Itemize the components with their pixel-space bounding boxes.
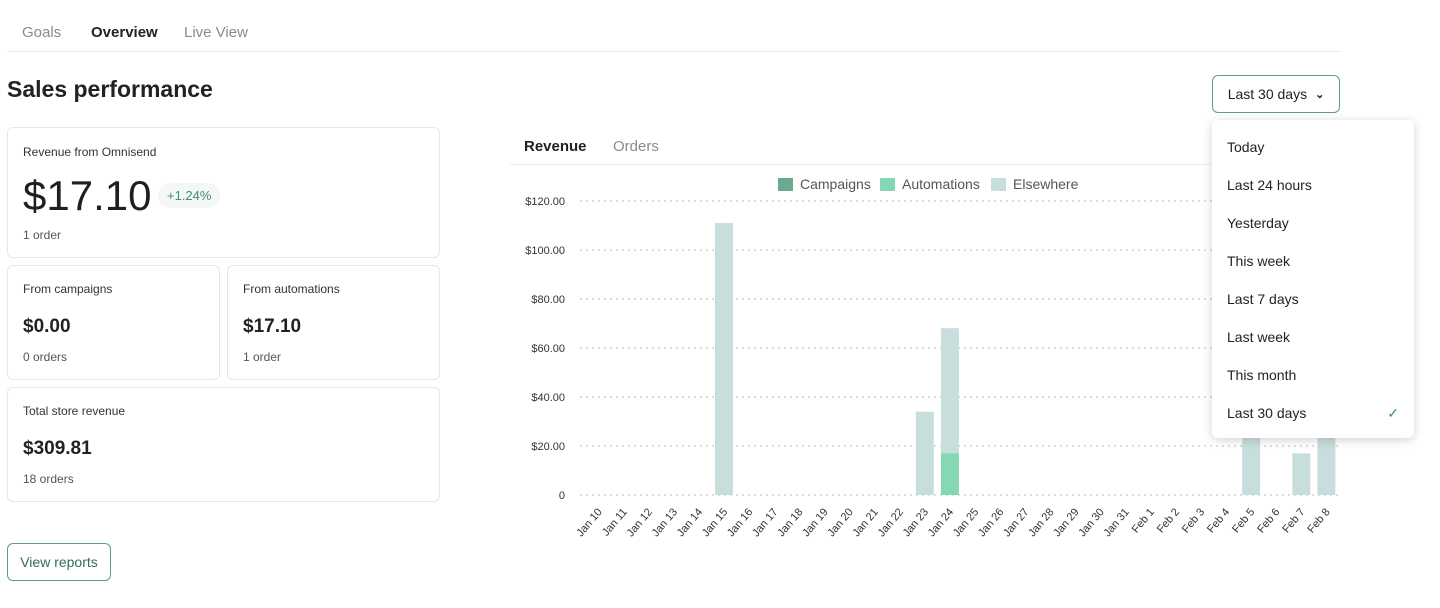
menu-item-last-24-hours[interactable]: Last 24 hours [1227,177,1312,193]
y-tick-label: $80.00 [531,294,565,306]
x-tick-label: Jan 17 [750,506,780,539]
automations-card: From automations $17.10 1 order [227,265,440,380]
x-tick-label: Jan 22 [876,506,906,539]
menu-item-last-7-days[interactable]: Last 7 days [1227,291,1299,307]
y-tick-label: $60.00 [531,343,565,355]
bar-automations [940,453,959,495]
x-tick-label: Jan 25 [951,506,981,539]
menu-item-yesterday[interactable]: Yesterday [1227,215,1289,231]
x-tick-label: Jan 28 [1026,506,1056,539]
chart-tab-orders[interactable]: Orders [613,138,659,155]
tab-overview[interactable]: Overview [91,24,158,41]
menu-item-today[interactable]: Today [1227,139,1265,155]
x-tick-label: Jan 26 [976,506,1006,539]
card-value: $309.81 [23,438,92,459]
x-tick-label: Jan 29 [1051,506,1081,539]
tab-live-view[interactable]: Live View [184,24,248,41]
date-range-value: Last 30 days [1227,86,1308,102]
date-range-select[interactable]: Last 30 days ⌄ [1212,75,1340,113]
bar-elsewhere [1292,453,1311,495]
divider [7,51,1340,52]
card-label: From automations [243,282,340,296]
card-orders: 18 orders [23,472,74,486]
total-revenue-card: Total store revenue $309.81 18 orders [7,387,440,502]
legend-automations: Automations [880,176,980,192]
card-label: Total store revenue [23,404,126,418]
x-tick-label: Jan 19 [800,506,830,539]
x-tick-label: Jan 24 [926,506,956,539]
x-tick-label: Jan 12 [625,506,655,539]
card-value: $17.10 [23,172,152,219]
x-tick-label: Jan 21 [850,506,880,539]
campaigns-card: From campaigns $0.00 0 orders [7,265,220,380]
x-tick-label: Feb 7 [1280,506,1307,535]
x-tick-label: Jan 13 [650,506,680,539]
change-badge: +1.24% [158,183,221,208]
y-tick-label: $100.00 [525,245,565,257]
chevron-down-icon: ⌄ [1315,88,1325,101]
tab-goals[interactable]: Goals [22,24,62,41]
card-orders: 1 order [243,350,282,364]
date-range-menu: Today Last 24 hours Yesterday This week … [1212,120,1414,438]
card-value: $17.10 [243,316,302,337]
x-tick-label: Jan 16 [725,506,755,539]
card-orders: 1 order [23,228,62,242]
x-tick-label: Jan 27 [1001,506,1031,539]
x-tick-label: Feb 3 [1180,506,1207,535]
x-tick-label: Jan 20 [825,506,855,539]
x-tick-label: Feb 2 [1155,506,1182,535]
x-tick-label: Feb 8 [1305,506,1332,535]
y-tick-label: 0 [559,490,565,502]
x-tick-label: Jan 31 [1101,506,1131,539]
x-tick-label: Jan 10 [574,506,604,539]
card-label: Revenue from Omnisend [23,145,157,159]
chart-tab-revenue[interactable]: Revenue [524,138,587,155]
card-orders: 0 orders [23,350,68,364]
y-tick-label: $40.00 [531,392,565,404]
legend-elsewhere: Elsewhere [991,176,1078,192]
view-reports-button[interactable]: View reports [7,543,111,581]
menu-item-this-month[interactable]: This month [1227,367,1297,383]
x-tick-label: Jan 18 [775,506,805,539]
x-tick-label: Jan 30 [1076,506,1106,539]
x-tick-label: Jan 14 [675,506,705,539]
x-tick-label: Jan 11 [600,506,630,538]
x-tick-label: Feb 5 [1230,506,1257,535]
x-tick-label: Jan 15 [700,506,730,539]
divider [510,164,1340,165]
legend-campaigns: Campaigns [778,176,871,192]
bar-elsewhere [715,223,733,496]
menu-item-last-30-days[interactable]: Last 30 days ✓ [1227,405,1399,421]
x-tick-label: Feb 6 [1255,506,1282,535]
y-tick-label: $120.00 [525,196,565,208]
card-label: From campaigns [23,282,113,296]
check-icon: ✓ [1387,405,1399,421]
card-value: $0.00 [23,316,71,337]
menu-item-last-week[interactable]: Last week [1227,329,1291,345]
page-title: Sales performance [7,76,213,102]
x-tick-label: Jan 23 [901,506,931,539]
x-tick-label: Feb 4 [1205,506,1232,535]
y-tick-label: $20.00 [531,441,565,453]
bar-elsewhere [915,411,934,495]
omnisend-revenue-card: Revenue from Omnisend $17.10 +1.24% 1 or… [7,127,440,258]
menu-item-this-week[interactable]: This week [1227,253,1291,269]
x-tick-label: Feb 1 [1130,506,1157,535]
bar-elsewhere [940,328,959,454]
